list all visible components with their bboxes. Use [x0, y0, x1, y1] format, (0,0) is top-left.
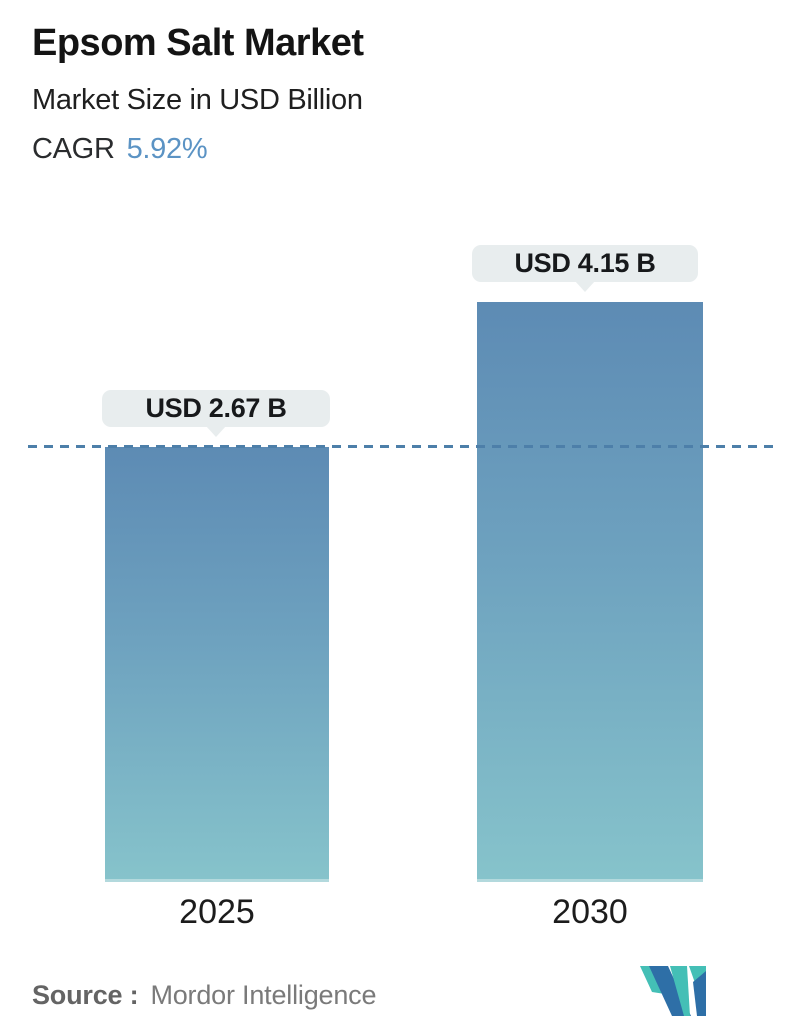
value-badge-2025-text: USD 2.67 B — [145, 393, 287, 423]
value-badge-2030: USD 4.15 B — [472, 245, 698, 282]
x-axis-label-2025: 2025 — [179, 893, 255, 931]
value-badge-2030-text: USD 4.15 B — [514, 248, 656, 278]
chart-subtitle: Market Size in USD Billion — [32, 84, 363, 116]
mordor-intelligence-logo — [640, 966, 706, 1016]
cagr-label: CAGR — [32, 133, 115, 165]
cagr-line: CAGR 5.92% — [32, 133, 208, 166]
value-badge-2025: USD 2.67 B — [102, 390, 330, 427]
bar-2025 — [105, 447, 329, 882]
page-title: Epsom Salt Market — [32, 22, 364, 64]
cagr-value: 5.92% — [126, 133, 208, 165]
source-line: Source : Mordor Intelligence — [32, 980, 376, 1011]
x-axis-label-2030: 2030 — [552, 893, 628, 931]
bar-2030 — [477, 302, 703, 882]
reference-dashed-line — [28, 445, 780, 448]
source-value: Mordor Intelligence — [150, 980, 377, 1010]
source-label: Source : — [32, 980, 139, 1010]
